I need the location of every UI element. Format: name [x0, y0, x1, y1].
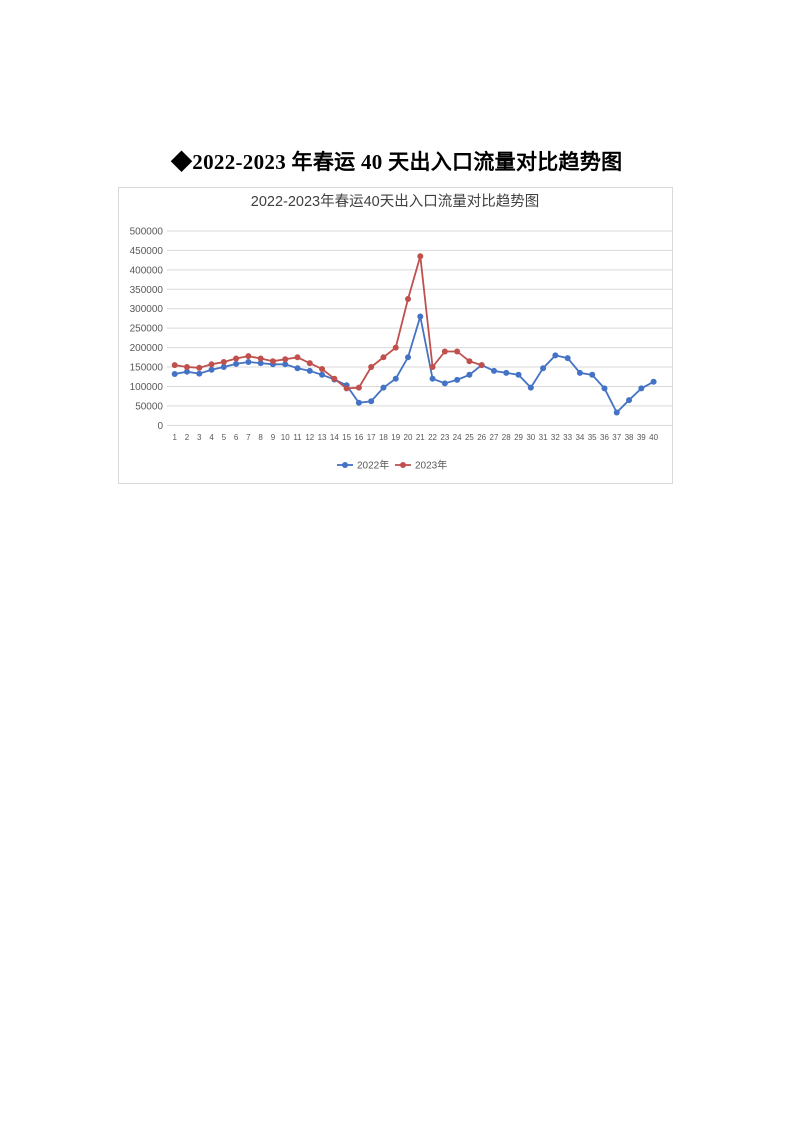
svg-text:500000: 500000 [130, 227, 164, 238]
svg-text:23: 23 [440, 433, 449, 442]
svg-text:2022年: 2022年 [357, 459, 389, 472]
svg-text:50000: 50000 [135, 401, 163, 412]
svg-text:26: 26 [477, 433, 486, 442]
svg-text:450000: 450000 [130, 246, 164, 257]
svg-text:11: 11 [293, 433, 302, 442]
svg-text:100000: 100000 [130, 382, 164, 393]
svg-text:7: 7 [246, 433, 251, 442]
svg-text:24: 24 [453, 433, 462, 442]
svg-text:36: 36 [600, 433, 609, 442]
svg-text:5: 5 [222, 433, 227, 442]
svg-text:15: 15 [342, 433, 351, 442]
svg-text:20: 20 [404, 433, 413, 442]
svg-text:25: 25 [465, 433, 474, 442]
svg-text:31: 31 [539, 433, 548, 442]
svg-text:10: 10 [281, 433, 290, 442]
svg-text:200000: 200000 [130, 343, 164, 354]
svg-text:8: 8 [258, 433, 263, 442]
svg-text:37: 37 [612, 433, 621, 442]
svg-text:34: 34 [575, 433, 584, 442]
svg-text:0: 0 [157, 421, 163, 432]
svg-text:16: 16 [354, 433, 363, 442]
svg-text:12: 12 [305, 433, 314, 442]
svg-text:35: 35 [588, 433, 597, 442]
svg-text:29: 29 [514, 433, 523, 442]
svg-text:350000: 350000 [130, 285, 164, 296]
svg-text:6: 6 [234, 433, 239, 442]
svg-text:17: 17 [367, 433, 376, 442]
svg-text:2: 2 [185, 433, 190, 442]
svg-text:33: 33 [563, 433, 572, 442]
svg-text:400000: 400000 [130, 265, 164, 276]
svg-text:28: 28 [502, 433, 511, 442]
svg-text:27: 27 [490, 433, 499, 442]
svg-text:40: 40 [649, 433, 658, 442]
svg-text:32: 32 [551, 433, 560, 442]
svg-text:3: 3 [197, 433, 202, 442]
svg-text:39: 39 [637, 433, 646, 442]
svg-text:19: 19 [391, 433, 400, 442]
svg-text:2022-2023年春运40天出入口流量对比趋势图: 2022-2023年春运40天出入口流量对比趋势图 [251, 193, 539, 210]
svg-text:13: 13 [318, 433, 327, 442]
svg-text:250000: 250000 [130, 324, 164, 335]
svg-text:38: 38 [625, 433, 634, 442]
svg-text:1: 1 [172, 433, 177, 442]
svg-text:22: 22 [428, 433, 437, 442]
svg-text:150000: 150000 [130, 363, 164, 374]
svg-text:4: 4 [209, 433, 214, 442]
svg-text:18: 18 [379, 433, 388, 442]
svg-text:9: 9 [271, 433, 276, 442]
svg-text:21: 21 [416, 433, 425, 442]
svg-text:2023年: 2023年 [415, 459, 447, 472]
svg-text:300000: 300000 [130, 304, 164, 315]
svg-text:30: 30 [526, 433, 535, 442]
svg-text:14: 14 [330, 433, 339, 442]
